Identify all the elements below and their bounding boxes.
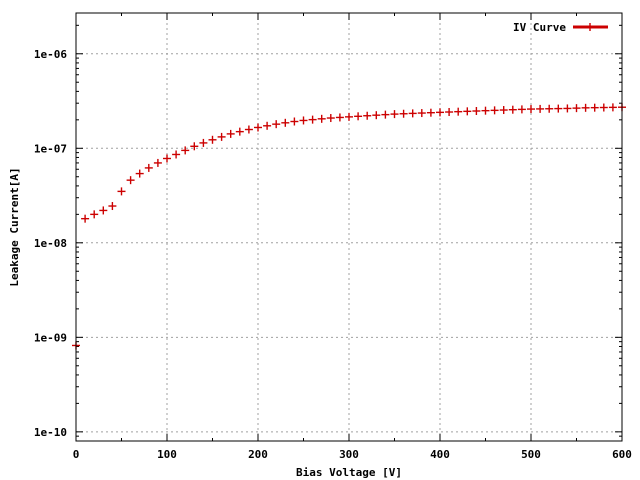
data-point bbox=[172, 150, 181, 159]
data-point bbox=[536, 104, 545, 113]
y-tick-label: 1e-10 bbox=[34, 426, 67, 439]
data-point bbox=[563, 104, 572, 113]
data-point bbox=[527, 105, 535, 114]
data-point bbox=[417, 109, 426, 118]
data-point bbox=[254, 123, 262, 132]
data-point bbox=[454, 107, 463, 116]
data-point bbox=[335, 113, 344, 122]
data-point bbox=[199, 138, 208, 147]
data-point bbox=[499, 106, 508, 115]
data-point bbox=[590, 103, 599, 112]
data-point bbox=[117, 187, 126, 196]
tick-labels: 0 100 200 300 400 500 600 1e-10 1e-09 1e-08 1e-07 1… bbox=[34, 48, 632, 461]
data-point bbox=[263, 121, 272, 130]
data-point bbox=[399, 109, 408, 118]
data-point bbox=[581, 103, 590, 112]
x-tick-label: 300 bbox=[339, 448, 359, 461]
data-point bbox=[235, 127, 244, 136]
data-point bbox=[181, 146, 190, 155]
x-tick-label: 600 bbox=[612, 448, 632, 461]
x-axis-title: Bias Voltage [V] bbox=[296, 466, 402, 479]
data-point bbox=[244, 125, 253, 134]
data-point bbox=[554, 104, 563, 113]
data-point bbox=[326, 114, 335, 123]
data-point bbox=[599, 103, 608, 112]
data-point bbox=[390, 110, 399, 119]
data-point bbox=[226, 129, 235, 138]
data-point bbox=[153, 158, 162, 167]
data-point bbox=[608, 103, 617, 112]
data-point bbox=[208, 135, 217, 144]
data-point bbox=[472, 107, 481, 116]
data-point bbox=[217, 132, 226, 141]
data-point bbox=[190, 142, 199, 151]
y-tick-label: 1e-08 bbox=[34, 237, 67, 250]
x-tick-label: 500 bbox=[521, 448, 541, 461]
legend-marker bbox=[586, 23, 594, 31]
data-point bbox=[272, 120, 281, 129]
data-point bbox=[426, 108, 435, 117]
data-point bbox=[299, 116, 308, 125]
y-tick-label: 1e-06 bbox=[34, 48, 67, 61]
grid bbox=[76, 13, 622, 441]
data-points bbox=[72, 103, 626, 350]
data-point bbox=[90, 210, 99, 219]
data-point bbox=[572, 104, 581, 113]
data-point bbox=[481, 106, 490, 115]
data-point bbox=[345, 112, 353, 121]
data-point bbox=[545, 104, 554, 113]
data-point bbox=[144, 163, 153, 172]
data-point bbox=[99, 206, 108, 215]
data-point bbox=[81, 214, 90, 223]
data-point bbox=[436, 108, 444, 117]
x-tick-label: 0 bbox=[73, 448, 80, 461]
data-point bbox=[126, 176, 135, 185]
y-axis-title: Leakage Current[A] bbox=[8, 167, 21, 286]
data-point bbox=[517, 105, 526, 114]
x-tick-label: 100 bbox=[157, 448, 177, 461]
data-point bbox=[445, 108, 454, 117]
x-tick-label: 200 bbox=[248, 448, 268, 461]
legend: IV Curve bbox=[513, 21, 608, 34]
y-tick-label: 1e-09 bbox=[34, 331, 67, 344]
data-point bbox=[508, 105, 517, 114]
data-point bbox=[372, 111, 381, 120]
plot-frame bbox=[75, 12, 623, 442]
data-point bbox=[163, 154, 171, 163]
data-point bbox=[408, 109, 417, 118]
data-point bbox=[317, 114, 326, 123]
data-point bbox=[490, 106, 499, 115]
data-point bbox=[108, 202, 117, 211]
data-point bbox=[290, 117, 299, 126]
data-point bbox=[363, 111, 372, 120]
data-point bbox=[308, 115, 317, 124]
data-point bbox=[381, 110, 390, 119]
data-point bbox=[463, 107, 472, 116]
data-point bbox=[354, 112, 363, 121]
y-tick-label: 1e-07 bbox=[34, 142, 67, 155]
data-point bbox=[135, 169, 144, 178]
x-tick-label: 400 bbox=[430, 448, 450, 461]
legend-label: IV Curve bbox=[513, 21, 566, 34]
data-point bbox=[281, 118, 290, 127]
